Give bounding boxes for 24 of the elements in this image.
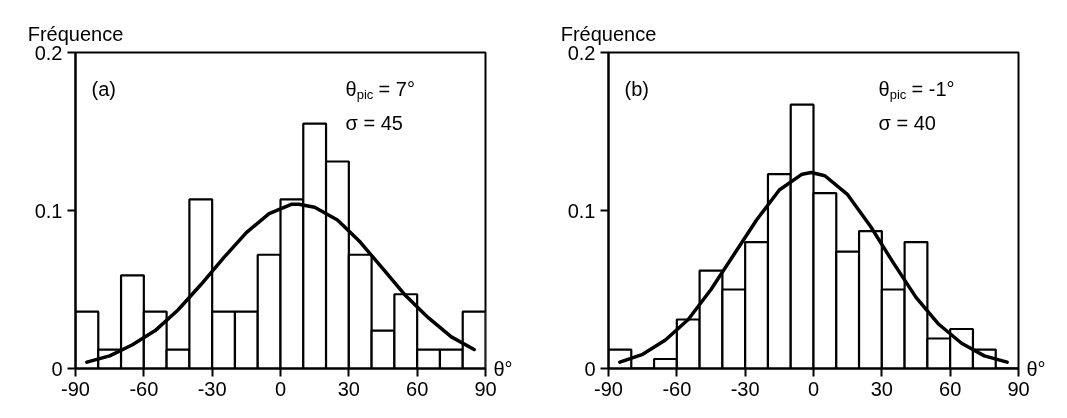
y-tick-label: 0.1	[34, 199, 63, 222]
x-tick-label: 30	[337, 377, 360, 400]
x-tick-label: -30	[730, 377, 760, 400]
y-tick-label: 0	[584, 357, 596, 380]
x-tick-label: -90	[61, 377, 90, 400]
x-tick-label: -60	[662, 377, 692, 400]
x-tick-label: 0	[274, 377, 287, 400]
x-tick-label: 0	[807, 377, 820, 400]
x-tick-label: 90	[1007, 377, 1030, 400]
x-tick-label: 60	[406, 377, 429, 400]
y-tick-label: 0.1	[567, 199, 596, 222]
annotation: σ = 45	[345, 111, 403, 134]
x-tick-label: 30	[870, 377, 893, 400]
annotation: σ = 40	[878, 111, 936, 134]
x-tick-label: 60	[939, 377, 962, 400]
x-tick-label: -60	[129, 377, 159, 400]
x-tick-label: -30	[197, 377, 227, 400]
x-tick-label: 90	[474, 377, 497, 400]
x-tick-label: -90	[594, 377, 623, 400]
x-axis-title: θ°	[1026, 357, 1046, 380]
annotation: (a)	[91, 77, 116, 100]
y-tick-label: 0	[51, 357, 63, 380]
annotation: (b)	[624, 77, 649, 100]
x-axis-title: θ°	[493, 357, 513, 380]
